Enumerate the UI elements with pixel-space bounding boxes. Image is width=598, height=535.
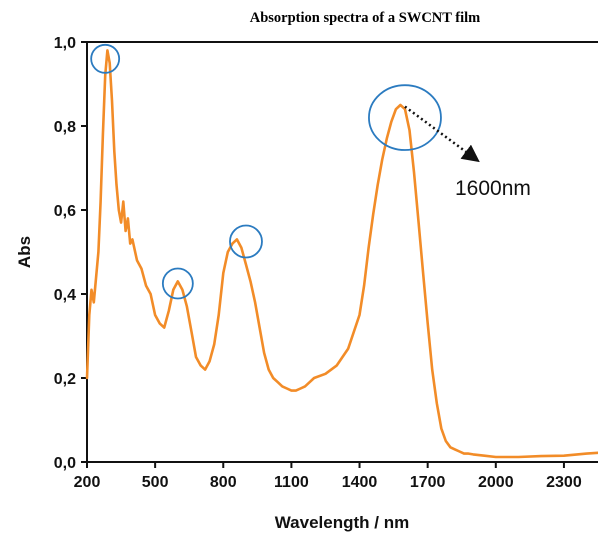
- y-tick-label: 0,2: [54, 371, 76, 388]
- peak-highlight-circle: [229, 224, 263, 259]
- chart-title: Absorption spectra of a SWCNT film: [250, 10, 481, 26]
- x-tick-label: 800: [210, 474, 237, 491]
- x-tick-label: 2000: [478, 474, 514, 491]
- annotations-group: 1600nm: [404, 105, 531, 200]
- x-tick-label: 200: [74, 474, 101, 491]
- x-tick-label: 1100: [274, 474, 309, 491]
- y-tick-label: 0,6: [54, 203, 76, 220]
- y-tick-label: 0,0: [54, 455, 76, 472]
- axes: [86, 41, 598, 463]
- series-group: [85, 49, 598, 459]
- x-tick-label: 2300: [546, 474, 582, 491]
- highlights-group: [90, 43, 442, 300]
- spectrum-line: [85, 49, 598, 459]
- x-axis-label: Wavelength / nm: [275, 513, 409, 532]
- y-tick-label: 0,4: [54, 287, 76, 304]
- y-tick-label: 1,0: [54, 35, 76, 52]
- y-axis-label: Abs: [15, 236, 34, 268]
- x-tick-label: 1400: [342, 474, 378, 491]
- x-tick-label: 1700: [410, 474, 446, 491]
- y-tick-label: 0,8: [54, 119, 76, 136]
- ticks: 200 500 800 1100 1400 1700 2000 2300 0,0 0,2 0,4 0,…: [54, 35, 582, 491]
- x-tick-label: 500: [142, 474, 169, 491]
- annotation-label: 1600nm: [455, 177, 531, 200]
- peak-highlight-circle: [161, 267, 194, 300]
- peak-highlight-circle: [368, 84, 442, 151]
- peak-highlight-circle: [90, 43, 121, 74]
